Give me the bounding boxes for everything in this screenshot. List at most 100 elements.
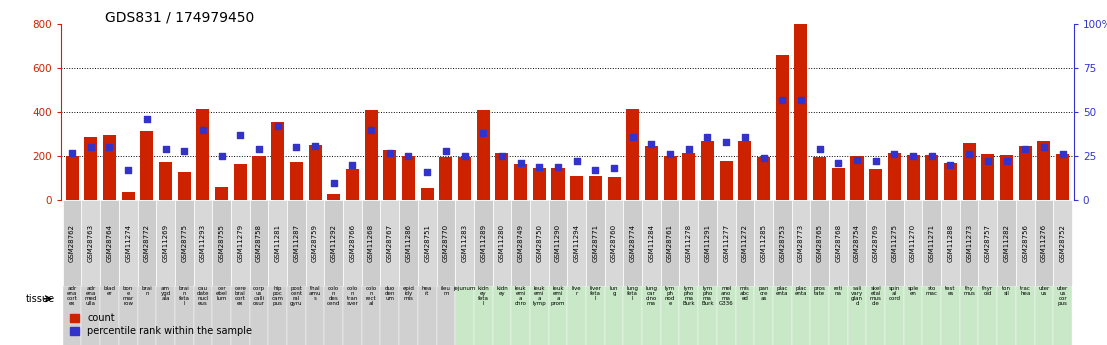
Text: GSM28762: GSM28762 bbox=[69, 224, 75, 262]
Text: post
cent
ral
gyru: post cent ral gyru bbox=[290, 286, 302, 306]
Bar bbox=[231, 200, 250, 286]
Bar bbox=[735, 286, 754, 345]
Bar bbox=[792, 200, 810, 286]
Bar bbox=[567, 286, 586, 345]
Point bbox=[699, 134, 716, 139]
Bar bbox=[829, 200, 848, 286]
Text: GSM28764: GSM28764 bbox=[106, 224, 113, 262]
Bar bbox=[754, 200, 773, 286]
Text: GSM11276: GSM11276 bbox=[1041, 224, 1047, 262]
Text: kidn
ey
feta
l: kidn ey feta l bbox=[477, 286, 489, 306]
Text: GSM28766: GSM28766 bbox=[350, 224, 355, 262]
Text: am
ygd
ala: am ygd ala bbox=[161, 286, 170, 301]
Text: GSM11285: GSM11285 bbox=[761, 224, 766, 262]
Text: GSM28756: GSM28756 bbox=[1022, 224, 1028, 262]
Bar bbox=[551, 168, 565, 200]
Bar bbox=[1056, 154, 1069, 200]
Bar bbox=[103, 135, 116, 200]
Bar bbox=[421, 188, 434, 200]
Text: mis
abc
ed: mis abc ed bbox=[739, 286, 749, 301]
Text: sple
en: sple en bbox=[908, 286, 919, 296]
Bar bbox=[439, 157, 453, 200]
Point bbox=[138, 116, 156, 122]
Point bbox=[101, 145, 118, 150]
Text: GSM28760: GSM28760 bbox=[611, 224, 617, 262]
Point bbox=[493, 153, 510, 159]
Point bbox=[511, 160, 529, 166]
Bar bbox=[100, 200, 118, 286]
Bar bbox=[850, 156, 863, 200]
Bar bbox=[960, 286, 979, 345]
Text: brai
n
feta
l: brai n feta l bbox=[178, 286, 189, 306]
Bar bbox=[458, 157, 472, 200]
Bar bbox=[570, 176, 583, 200]
Bar bbox=[381, 286, 400, 345]
Bar bbox=[65, 156, 79, 200]
Bar bbox=[82, 200, 100, 286]
Bar bbox=[979, 286, 997, 345]
Bar bbox=[792, 286, 810, 345]
Bar bbox=[757, 157, 770, 200]
Text: GSM11277: GSM11277 bbox=[723, 224, 730, 262]
Bar bbox=[118, 286, 137, 345]
Point bbox=[1016, 146, 1034, 152]
Bar bbox=[831, 168, 845, 200]
Bar bbox=[810, 200, 829, 286]
Point bbox=[250, 146, 268, 152]
Bar bbox=[795, 20, 807, 200]
Text: GSM28751: GSM28751 bbox=[424, 224, 431, 262]
Bar bbox=[137, 200, 156, 286]
Text: spin
al
cord: spin al cord bbox=[889, 286, 900, 301]
Bar bbox=[417, 200, 436, 286]
Point bbox=[157, 146, 175, 152]
Point bbox=[324, 180, 342, 185]
Point bbox=[549, 164, 567, 169]
Bar bbox=[925, 155, 939, 200]
Bar bbox=[1053, 286, 1072, 345]
Text: bon
e
mar
row: bon e mar row bbox=[123, 286, 134, 306]
Text: GSM11286: GSM11286 bbox=[405, 224, 412, 262]
Bar bbox=[1053, 200, 1072, 286]
Bar bbox=[1000, 155, 1013, 200]
Bar bbox=[829, 286, 848, 345]
Text: leuk
emi
a
lymp: leuk emi a lymp bbox=[532, 286, 546, 306]
Point bbox=[568, 159, 586, 164]
Text: GSM11270: GSM11270 bbox=[910, 224, 917, 262]
Point bbox=[63, 150, 81, 155]
Bar bbox=[567, 200, 586, 286]
Text: sali
vary
glan
d: sali vary glan d bbox=[851, 286, 863, 306]
Text: lun
g: lun g bbox=[610, 286, 619, 296]
Text: GSM11293: GSM11293 bbox=[200, 224, 206, 262]
Bar bbox=[848, 286, 867, 345]
Bar bbox=[455, 286, 474, 345]
Bar bbox=[381, 200, 400, 286]
Bar bbox=[400, 200, 417, 286]
Bar bbox=[118, 200, 137, 286]
Bar bbox=[903, 286, 922, 345]
Text: thy
mus: thy mus bbox=[963, 286, 975, 296]
Point bbox=[437, 148, 455, 154]
Text: corp
us
calli
osur: corp us calli osur bbox=[252, 286, 265, 306]
Bar bbox=[417, 286, 436, 345]
Text: GSM11273: GSM11273 bbox=[966, 224, 972, 262]
Bar bbox=[701, 141, 714, 200]
Bar bbox=[754, 286, 773, 345]
Text: hea
rt: hea rt bbox=[422, 286, 433, 296]
Bar bbox=[436, 286, 455, 345]
Text: GSM11279: GSM11279 bbox=[237, 224, 244, 262]
Bar bbox=[290, 161, 303, 200]
Point bbox=[979, 159, 996, 164]
Bar bbox=[268, 286, 287, 345]
Text: GSM28750: GSM28750 bbox=[536, 224, 542, 262]
Text: GSM28757: GSM28757 bbox=[985, 224, 991, 262]
Text: colo
n
des
cend: colo n des cend bbox=[327, 286, 341, 306]
Bar bbox=[682, 153, 695, 200]
Text: GSM11284: GSM11284 bbox=[649, 224, 654, 262]
Text: uter
us: uter us bbox=[1038, 286, 1049, 296]
Bar bbox=[738, 141, 752, 200]
Point bbox=[793, 97, 810, 102]
Bar bbox=[623, 286, 642, 345]
Bar bbox=[1016, 200, 1035, 286]
Point bbox=[530, 164, 548, 169]
Bar bbox=[175, 286, 194, 345]
